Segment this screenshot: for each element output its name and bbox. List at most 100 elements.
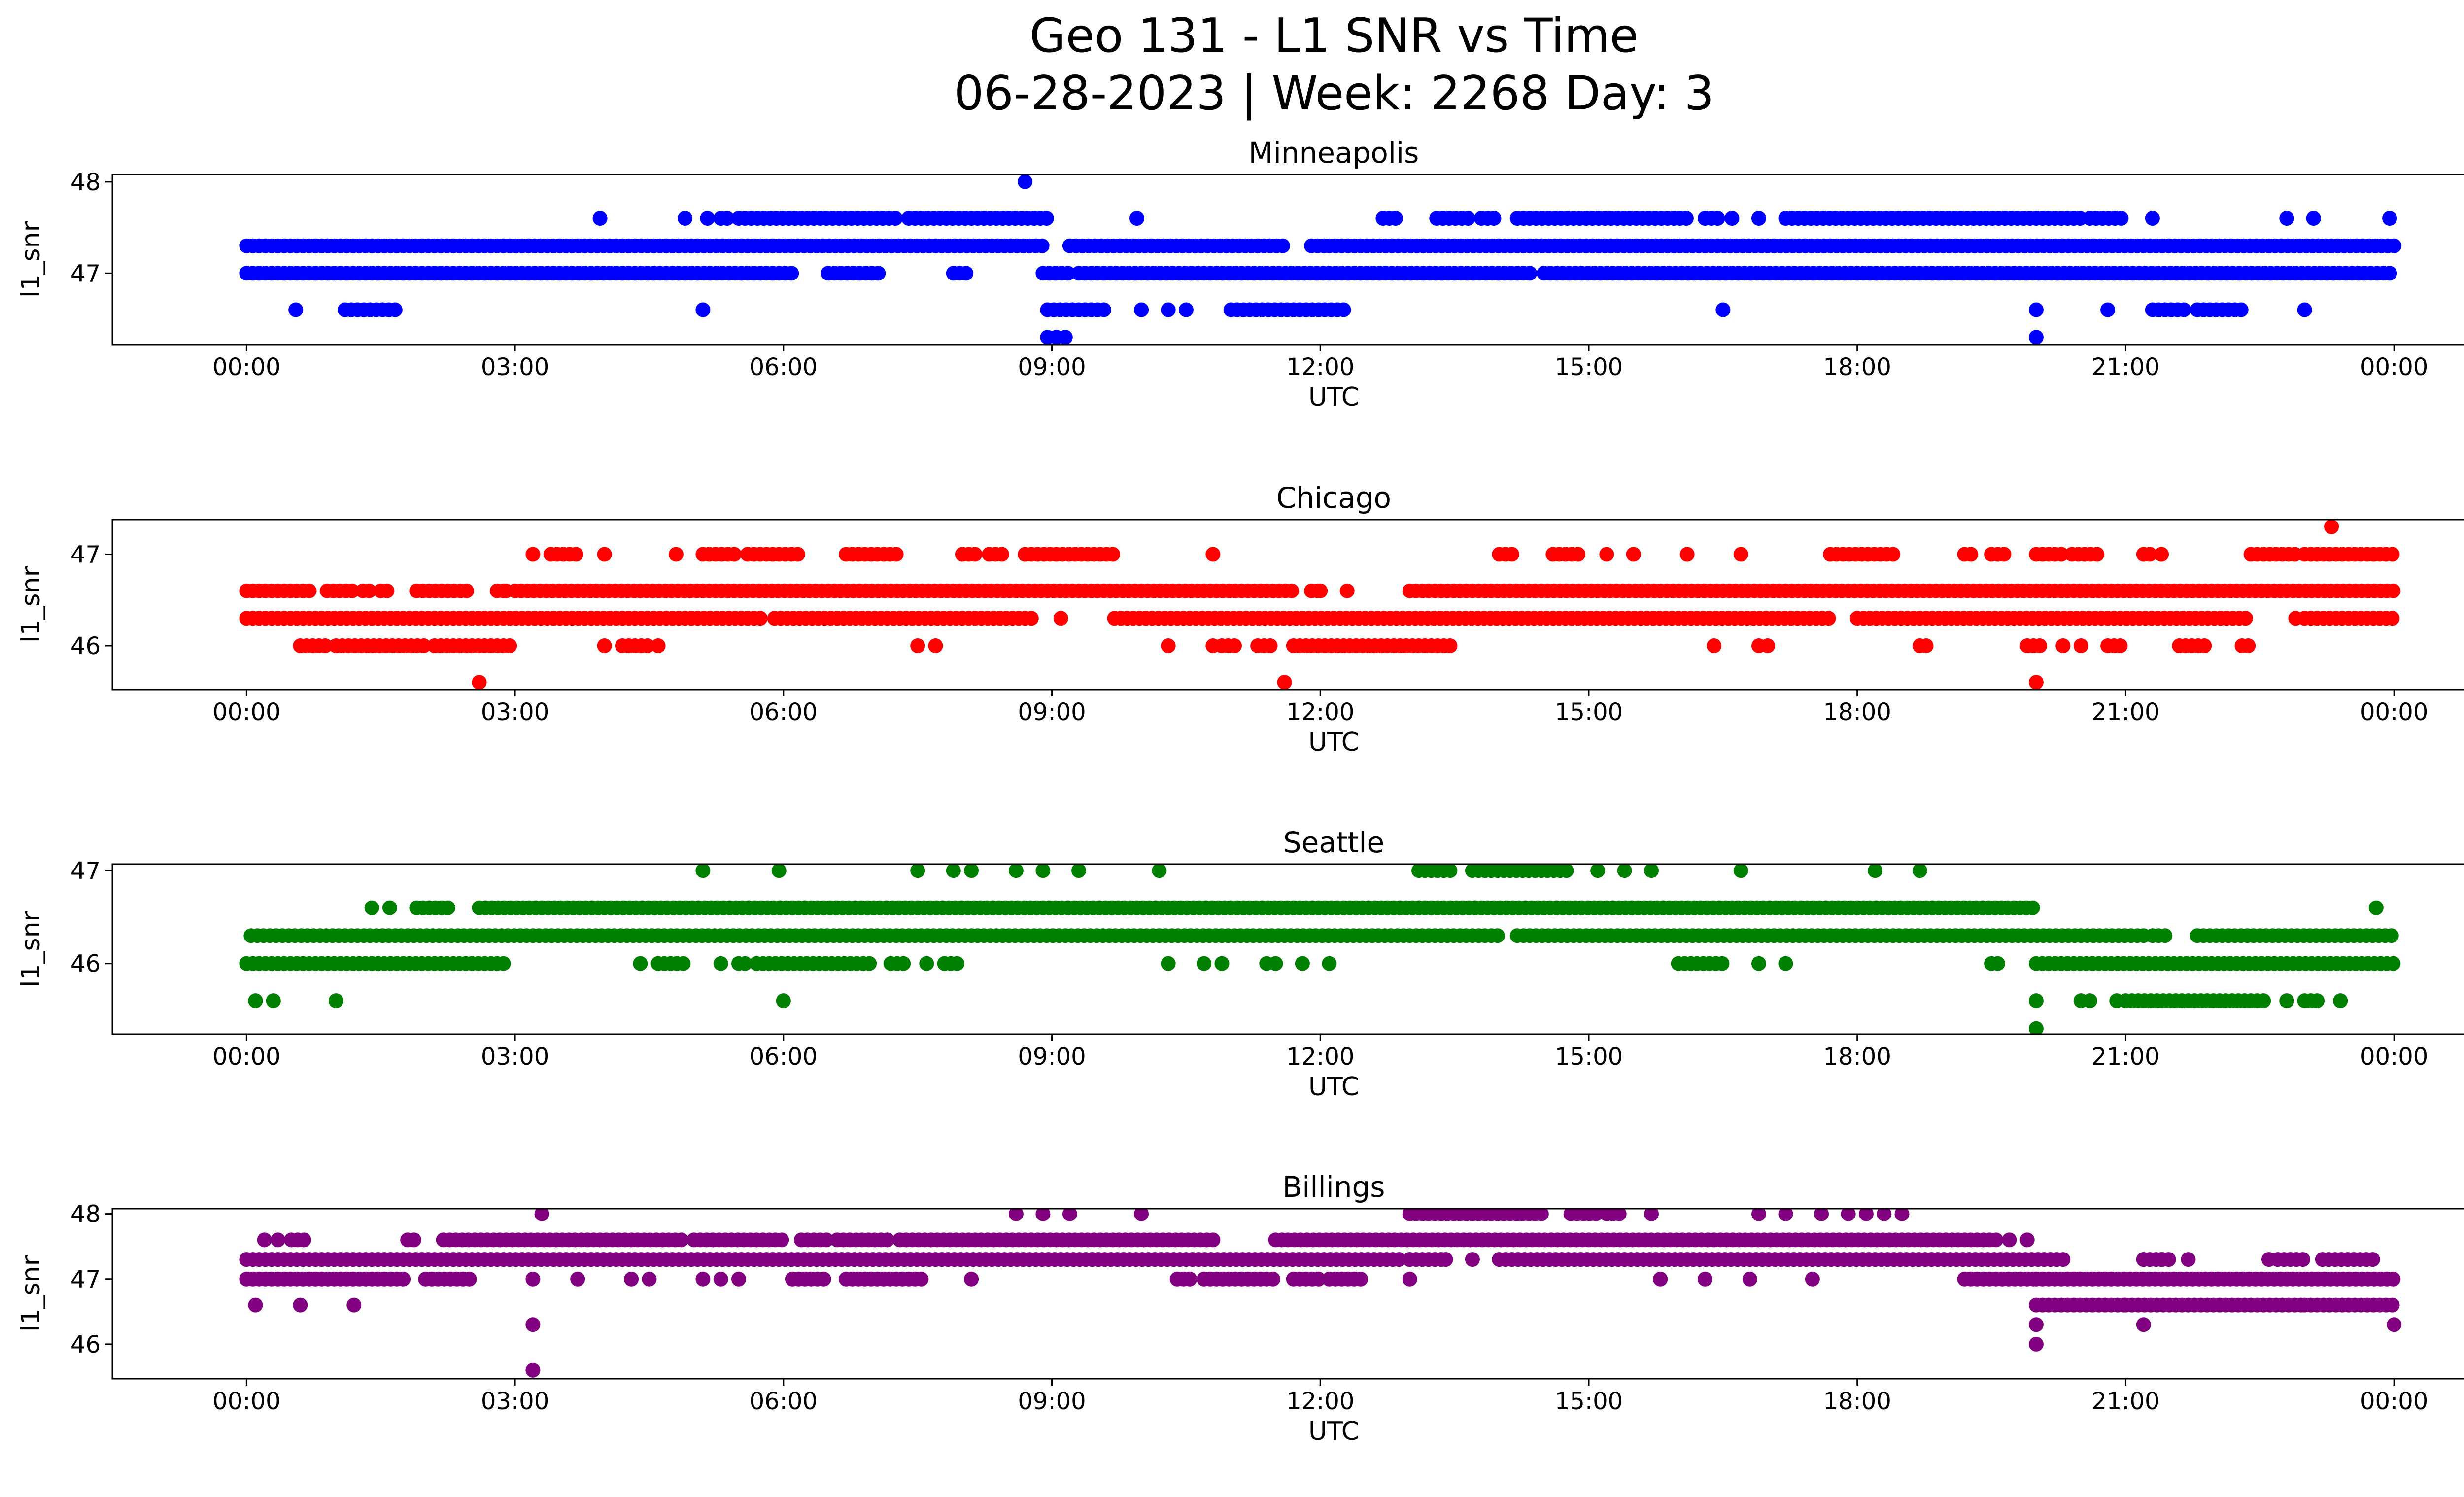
data-point [2365,1252,2380,1267]
data-point [1877,1209,1892,1221]
data-point [2386,1271,2401,1287]
data-point [462,1271,477,1287]
data-point [1035,864,1051,878]
data-point [1105,547,1120,562]
plot-frame [111,174,2464,346]
data-point [1388,211,1403,226]
data-point [568,547,583,562]
data-point [2154,547,2169,562]
data-point [2028,302,2044,317]
data-point [1617,864,1632,878]
data-point [2073,638,2088,653]
data-point [1058,330,1073,345]
x-tick-label: 21:00 [2091,353,2159,381]
data-point [695,302,711,317]
data-layer-seattle [239,864,2401,1034]
data-point [1733,547,1748,562]
data-point [946,864,961,878]
data-point [771,864,787,878]
data-point [2368,900,2384,915]
data-point [1644,864,1659,878]
x-tick-label: 00:00 [212,1388,280,1415]
x-tick-label: 09:00 [1018,353,1086,381]
data-point [2100,302,2116,317]
x-tick-label: 00:00 [2360,1043,2428,1071]
x-tick-label: 03:00 [481,698,549,726]
data-point [2109,993,2124,1009]
data-point [1912,864,1927,878]
x-axis-label: UTC [1308,1417,1359,1446]
data-point [731,1271,746,1287]
data-point [2385,547,2400,562]
data-point [1996,547,2012,562]
data-point [288,302,304,317]
x-tick-label: 06:00 [750,353,818,381]
data-point [958,266,974,281]
data-point [719,211,735,226]
data-point [2384,928,2399,943]
data-point [1590,864,1606,878]
data-point [674,1232,689,1248]
data-point [700,211,715,226]
data-point [1266,1271,1280,1287]
x-tick-label: 06:00 [750,698,818,726]
x-tick-label: 03:00 [481,353,549,381]
data-point [257,1232,272,1248]
x-tick-label: 21:00 [2091,1388,2159,1415]
data-point [816,1271,831,1287]
data-point [459,583,474,598]
data-point [624,1271,639,1287]
data-point [2233,302,2249,317]
data-point [1710,211,1725,226]
data-point [1053,611,1068,626]
data-point [1988,1232,2004,1248]
x-tick-label: 18:00 [1823,1388,1891,1415]
data-point [525,1317,541,1332]
data-point [896,956,911,971]
data-point [2295,1252,2310,1267]
data-point [496,956,511,971]
data-point [1918,638,1934,653]
y-tick-label: 47 [70,1266,101,1293]
plot-frame [111,1208,2464,1380]
data-point [819,1232,834,1248]
data-point [2136,1252,2151,1267]
data-point [1465,1252,1480,1267]
data-point [967,547,983,562]
data-point [784,266,799,281]
subplot-title: Chicago [1276,481,1391,515]
data-point [964,1271,979,1287]
data-point [737,956,753,971]
y-axis-label: l1_snr [16,566,46,643]
data-point [2297,302,2312,317]
data-point [633,956,648,971]
data-point [2181,1252,2196,1267]
data-point [1035,1209,1051,1221]
x-tick-label: 18:00 [1823,698,1891,726]
data-point [362,583,377,598]
data-point [776,993,791,1009]
data-point [1353,1271,1368,1287]
data-point [2028,1021,2044,1034]
data-point [1733,864,1748,878]
data-point [1805,1271,1820,1287]
data-point [889,547,904,562]
data-point [1392,1252,1406,1267]
data-point [1339,583,1355,598]
subplot-panels: Minneapolis 00:00 03:00 06:00 09:00 12:00 15:0… [16,136,2464,1446]
data-point [1990,956,2005,971]
x-axis-label: UTC [1308,728,1359,757]
y-tick-label: 47 [70,260,101,287]
data-point [1760,638,1776,653]
data-point [2145,211,2160,226]
data-point [1571,547,1586,562]
x-tick-label: 09:00 [1018,1043,1086,1071]
x-tick-label: 03:00 [481,1388,549,1415]
x-tick-label: 12:00 [1286,1043,1354,1071]
y-tick-label: 46 [70,1331,101,1358]
x-tick-label: 09:00 [1018,1388,1086,1415]
data-point [1134,302,1149,317]
data-point [1698,1271,1712,1287]
y-tick-label: 46 [70,950,101,978]
data-point [2238,611,2253,626]
